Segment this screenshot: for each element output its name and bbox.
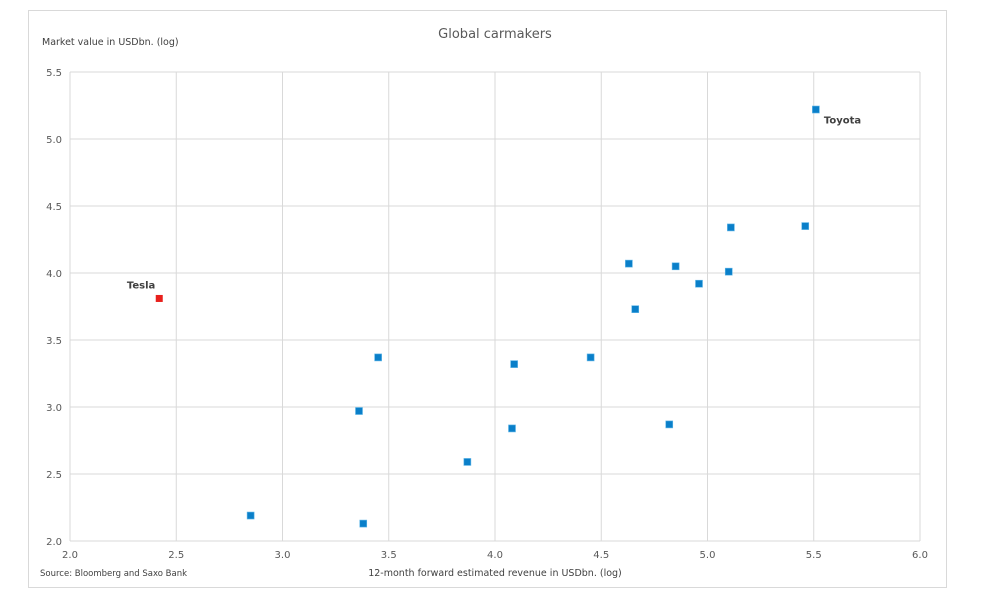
chart-frame bbox=[28, 10, 947, 588]
y-tick-label: 2.5 bbox=[46, 470, 62, 481]
data-point bbox=[586, 353, 595, 362]
label-tesla: Tesla bbox=[127, 280, 155, 291]
data-point bbox=[801, 222, 810, 230]
y-tick-label: 5.5 bbox=[46, 68, 62, 79]
chart-title: Global carmakers bbox=[438, 27, 552, 42]
y-tick-label: 2.0 bbox=[46, 537, 62, 548]
y-tick-label: 3.5 bbox=[46, 336, 62, 347]
x-tick-label: 5.0 bbox=[700, 550, 716, 561]
y-tick-label: 5.0 bbox=[46, 135, 62, 146]
data-point bbox=[359, 519, 368, 528]
x-tick-label: 2.5 bbox=[168, 550, 184, 561]
y-axis-label: Market value in USDbn. (log) bbox=[42, 37, 179, 48]
x-tick-label: 3.0 bbox=[275, 550, 291, 561]
data-point bbox=[625, 259, 633, 268]
point-tesla bbox=[155, 294, 163, 302]
data-point bbox=[727, 223, 735, 232]
x-tick-label: 5.5 bbox=[806, 550, 822, 561]
data-point bbox=[463, 458, 472, 466]
data-points bbox=[155, 105, 820, 528]
tick-labels: 2.0 2.5 3.0 3.5 4.0 4.5 5.0 5.5 6.0 2.0 2.5 3.0 3.5 4… bbox=[46, 68, 928, 561]
data-point bbox=[246, 511, 255, 520]
source-note: Source: Bloomberg and Saxo Bank bbox=[40, 569, 187, 579]
data-point bbox=[665, 420, 674, 429]
x-axis-label: 12-month forward estimated revenue in US… bbox=[368, 568, 622, 579]
y-tick-label: 3.0 bbox=[46, 403, 62, 414]
x-tick-label: 4.0 bbox=[487, 550, 503, 561]
x-tick-label: 2.0 bbox=[62, 550, 78, 561]
point-toyota bbox=[812, 105, 820, 114]
point-labels: Tesla Toyota bbox=[127, 116, 861, 292]
x-tick-label: 4.5 bbox=[593, 550, 609, 561]
x-tick-label: 3.5 bbox=[381, 550, 397, 561]
label-toyota: Toyota bbox=[824, 116, 861, 127]
data-point bbox=[631, 305, 640, 313]
y-tick-label: 4.5 bbox=[46, 202, 62, 213]
data-point bbox=[671, 262, 680, 271]
data-point bbox=[355, 407, 363, 415]
x-tick-label: 6.0 bbox=[912, 550, 928, 561]
data-point bbox=[510, 360, 518, 368]
y-tick-label: 4.0 bbox=[46, 269, 62, 280]
data-point bbox=[374, 353, 382, 362]
data-point bbox=[508, 424, 516, 433]
data-point bbox=[695, 279, 703, 288]
data-point bbox=[724, 267, 733, 276]
grid-lines bbox=[69, 71, 921, 542]
